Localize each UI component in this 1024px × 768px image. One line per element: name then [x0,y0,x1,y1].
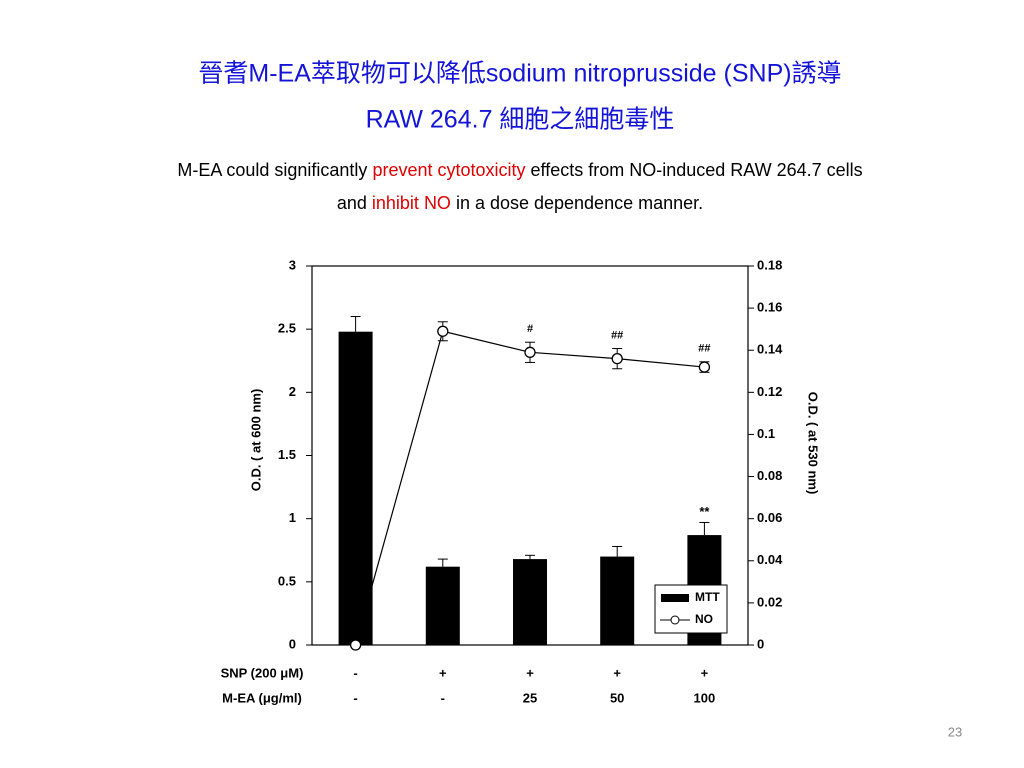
subtitle-line: and inhibit NO in a dose dependence mann… [337,193,703,213]
y-axis-title: O.D. ( at 600 nm) [248,389,263,492]
subtitle-line: M-EA could significantly prevent cytotox… [177,160,862,180]
point [524,346,536,358]
y-tick-label: 3 [289,257,296,272]
y2-tick-label: 0.12 [757,384,782,399]
x-row-value: 50 [610,690,624,705]
y-tick-label: 0 [289,636,296,651]
y2-tick-label: 0.16 [757,300,782,315]
x-row-value: + [439,665,447,680]
y-tick-label: 0.5 [278,573,296,588]
bar [425,566,460,645]
y2-axis-title: O.D. ( at 530 nm) [806,392,821,495]
y-tick-label: 2.5 [278,321,296,336]
x-row-label: SNP (200 μM) [221,665,304,680]
legend-box [654,584,728,634]
x-row-value: + [701,665,709,680]
annotation: ** [699,504,710,519]
y2-tick-label: 0.04 [757,552,783,567]
legend-label: NO [695,612,713,626]
x-row-value: 25 [523,690,537,705]
subtitle-segment: M-EA could significantly [177,160,372,180]
y2-tick-label: 0.1 [757,426,775,441]
x-row-value: 100 [694,690,716,705]
y2-tick-label: 0.14 [757,342,783,357]
point [437,325,449,337]
x-row-value: - [441,690,445,705]
y2-tick-label: 0 [757,636,764,651]
x-row-value: + [613,665,621,680]
y2-tick-label: 0.18 [757,257,782,272]
bar [513,559,547,645]
point [349,639,362,651]
y-tick-label: 2 [289,384,296,399]
y2-tick-label: 0.08 [757,468,782,483]
y2-tick-label: 0.02 [757,594,782,609]
annotation: ## [698,343,710,355]
title-line: RAW 264.7 細胞之細胞毒性 [366,106,675,134]
point [698,361,711,373]
y-tick-label: 1.5 [278,447,296,462]
bar [600,556,635,645]
subtitle-segment: and [337,193,372,213]
legend-swatch [670,615,680,625]
annotation: ## [611,329,623,341]
subtitle-segment: inhibit NO [372,193,451,213]
point [611,352,623,365]
x-row-value: + [526,665,534,680]
subtitle-segment: in a dose dependence manner. [451,193,703,213]
x-row-value: - [353,665,357,680]
y2-tick-label: 0.06 [757,510,782,525]
x-row-value: - [353,690,357,705]
bar [338,331,373,645]
subtitle-segment: prevent cytotoxicity [372,160,525,180]
subtitle-segment: effects from NO-induced RAW 264.7 cells [526,160,863,180]
legend-swatch [661,594,689,602]
y-tick-label: 1 [289,510,296,525]
page-number: 23 [948,724,962,739]
annotation: # [527,323,533,335]
x-row-label: M-EA (μg/ml) [222,690,302,705]
title-line: 晉耆M-EA萃取物可以降低sodium nitroprusside (SNP)誘… [198,60,841,88]
legend-label: MTT [695,590,720,604]
